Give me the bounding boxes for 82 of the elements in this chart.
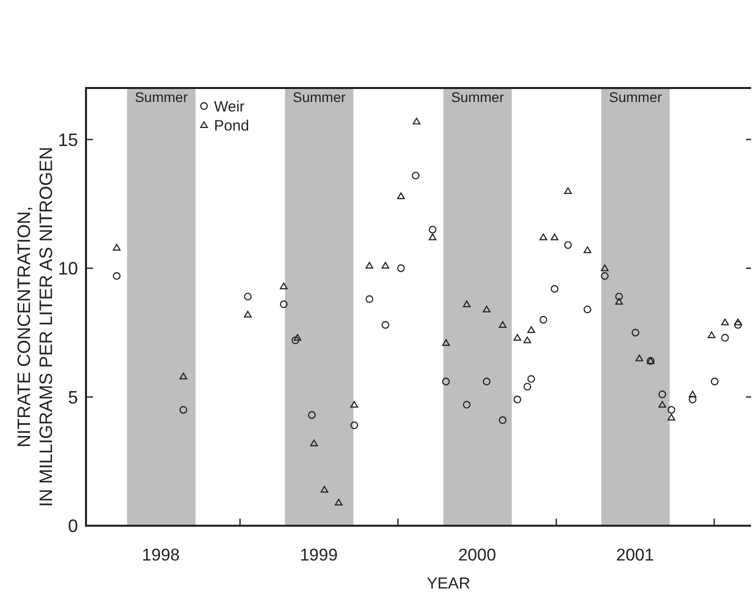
point	[334, 498, 343, 506]
point	[382, 262, 390, 269]
x-tick-label: 1998	[142, 546, 180, 565]
point	[350, 400, 358, 408]
point	[292, 336, 300, 344]
point	[366, 295, 374, 303]
point	[564, 241, 572, 249]
point	[584, 306, 592, 314]
point	[600, 264, 609, 272]
point	[584, 246, 592, 254]
point	[366, 262, 374, 269]
point	[734, 318, 742, 326]
point	[350, 421, 358, 430]
point	[280, 282, 288, 290]
y-tick-label: 15	[58, 130, 78, 150]
y-tick-label: 10	[58, 258, 78, 279]
point	[721, 334, 729, 342]
point	[310, 440, 318, 446]
point	[632, 328, 640, 336]
point	[721, 318, 729, 326]
point	[428, 234, 436, 240]
point	[636, 354, 644, 362]
point	[514, 396, 522, 404]
x-tick-label: 2001	[616, 546, 654, 565]
band-label: Summer	[451, 89, 504, 105]
point	[244, 310, 252, 318]
point	[498, 416, 507, 424]
point	[308, 411, 316, 419]
x-tick-label: 1999	[300, 546, 338, 565]
point	[320, 486, 328, 493]
point	[244, 292, 252, 300]
legend-label: Weir	[214, 98, 245, 116]
point	[428, 226, 436, 234]
point	[498, 321, 507, 328]
point	[600, 272, 609, 280]
point	[668, 406, 676, 414]
point	[514, 334, 522, 341]
point	[412, 118, 420, 124]
point	[615, 292, 623, 300]
x-axis-title: YEAR	[426, 576, 470, 593]
point	[550, 284, 558, 293]
point	[397, 264, 405, 272]
point	[280, 300, 288, 308]
point	[668, 414, 676, 421]
x-tick-label: 2000	[458, 546, 496, 565]
point	[397, 192, 405, 200]
band-label: Summer	[292, 89, 346, 105]
point	[382, 321, 390, 329]
y-tick-label: 5	[68, 387, 78, 408]
legend-label: Pond	[214, 117, 250, 134]
point	[615, 298, 623, 305]
band-label: Summer	[134, 89, 188, 105]
point	[658, 400, 666, 408]
point	[710, 378, 719, 386]
point	[564, 187, 572, 194]
point	[462, 300, 471, 308]
point	[112, 272, 121, 280]
point	[688, 390, 696, 398]
point	[442, 339, 450, 346]
point	[294, 334, 302, 341]
point	[734, 321, 742, 329]
band-label: Summer	[609, 89, 662, 105]
point	[539, 316, 548, 324]
point	[550, 234, 558, 240]
point	[180, 372, 188, 380]
point	[112, 244, 121, 251]
point	[539, 234, 548, 240]
point	[442, 378, 450, 386]
point	[708, 331, 716, 338]
point	[527, 375, 536, 383]
point	[527, 326, 536, 333]
point	[523, 382, 532, 391]
y-tick-label: 0	[68, 516, 78, 536]
point	[523, 336, 532, 344]
point	[482, 378, 490, 386]
point	[462, 400, 471, 409]
point	[180, 406, 188, 414]
point	[482, 306, 490, 312]
point	[412, 172, 420, 180]
point	[688, 396, 696, 404]
point	[658, 390, 666, 398]
y-axis-title: NITRATE CONCENTRATION, IN MILLIGRAMS PER LITER AS NITROGEN	[14, 146, 56, 507]
